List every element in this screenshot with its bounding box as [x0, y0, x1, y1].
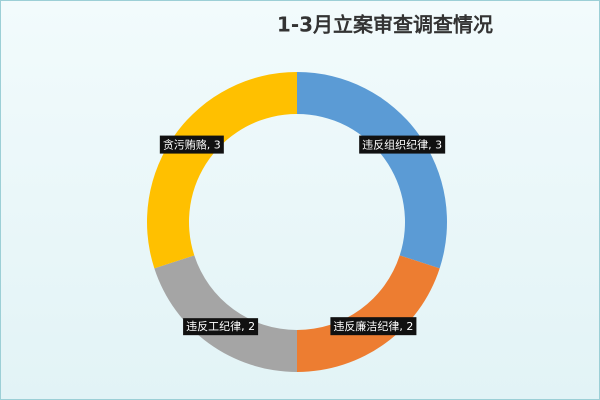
data-label-text: 贪污贿赂, 3	[163, 138, 221, 152]
data-label-text: 违反组织纪律, 3	[362, 138, 442, 152]
data-label-box	[359, 135, 446, 154]
donut-segment	[146, 72, 297, 269]
donut-segment	[154, 255, 297, 372]
donut-segment	[297, 255, 440, 372]
data-label-text: 违反廉洁纪律, 2	[333, 319, 413, 333]
donut-segment	[297, 72, 447, 269]
data-label-text: 违反工纪律, 2	[186, 320, 255, 333]
data-label-box	[183, 318, 259, 336]
data-label-box	[330, 317, 417, 336]
data-label: 违反廉洁纪律, 2	[330, 317, 417, 336]
data-label: 违反工纪律, 2	[183, 318, 259, 336]
chart-title: 1-3月立案审查调查情况	[277, 13, 493, 37]
data-label: 违反组织纪律, 3	[359, 135, 446, 154]
data-label-box	[159, 135, 224, 154]
data-label: 贪污贿赂, 3	[159, 135, 224, 154]
